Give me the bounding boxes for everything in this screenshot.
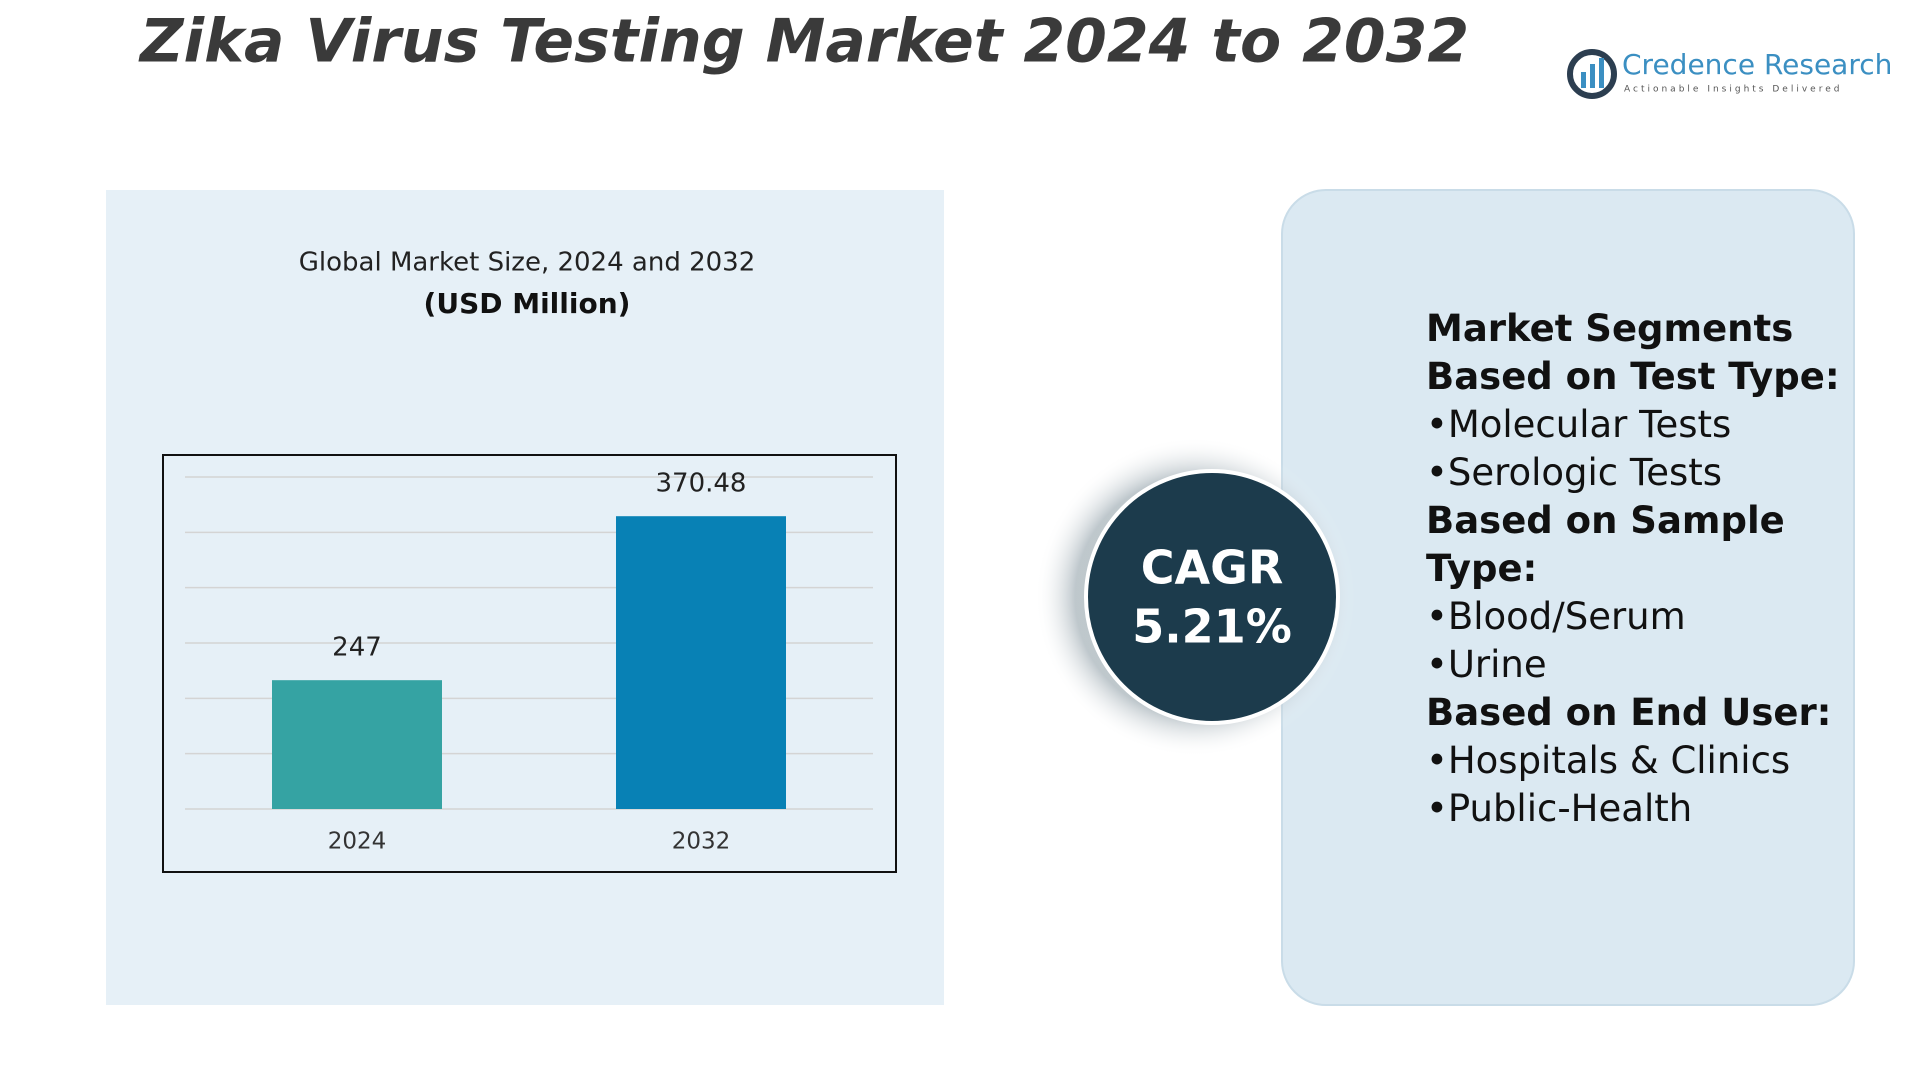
segments-title: Market Segments bbox=[1426, 307, 1794, 350]
segment-item: Blood/Serum bbox=[1426, 593, 1856, 641]
logo-tagline: Actionable Insights Delivered bbox=[1624, 85, 1842, 95]
logo-name: Credence Research bbox=[1622, 48, 1892, 81]
segment-item: Urine bbox=[1426, 641, 1856, 689]
x-tick-label: 2032 bbox=[672, 829, 731, 855]
segment-item: Serologic Tests bbox=[1426, 449, 1856, 497]
x-tick-label: 2024 bbox=[328, 829, 387, 855]
bar bbox=[616, 516, 786, 809]
value-label: 370.48 bbox=[656, 469, 747, 499]
logo: Credence Research Actionable Insights De… bbox=[1567, 48, 1892, 99]
segments-panel: Market Segments Based on Test Type:Molecu… bbox=[1426, 305, 1856, 833]
segment-item: Public-Health bbox=[1426, 785, 1856, 833]
segment-heading: Based on Test Type: bbox=[1426, 355, 1840, 398]
segment-heading: Based on End User: bbox=[1426, 691, 1832, 734]
chart-unit: (USD Million) bbox=[424, 287, 631, 320]
left-panel bbox=[106, 190, 944, 1005]
cagr-label: CAGR bbox=[1141, 541, 1284, 595]
chart-frame bbox=[162, 454, 897, 873]
segment-heading: Based on Sample Type: bbox=[1426, 499, 1785, 590]
segment-item: Molecular Tests bbox=[1426, 401, 1856, 449]
chart-subtitle: Global Market Size, 2024 and 2032 bbox=[299, 248, 756, 278]
value-label: 247 bbox=[332, 633, 382, 663]
page-title: Zika Virus Testing Market 2024 to 2032 bbox=[138, 7, 1469, 77]
bar bbox=[272, 680, 442, 809]
segment-item: Hospitals & Clinics bbox=[1426, 737, 1856, 785]
cagr-value: 5.21% bbox=[1132, 600, 1292, 654]
cagr-circle bbox=[1084, 469, 1340, 725]
